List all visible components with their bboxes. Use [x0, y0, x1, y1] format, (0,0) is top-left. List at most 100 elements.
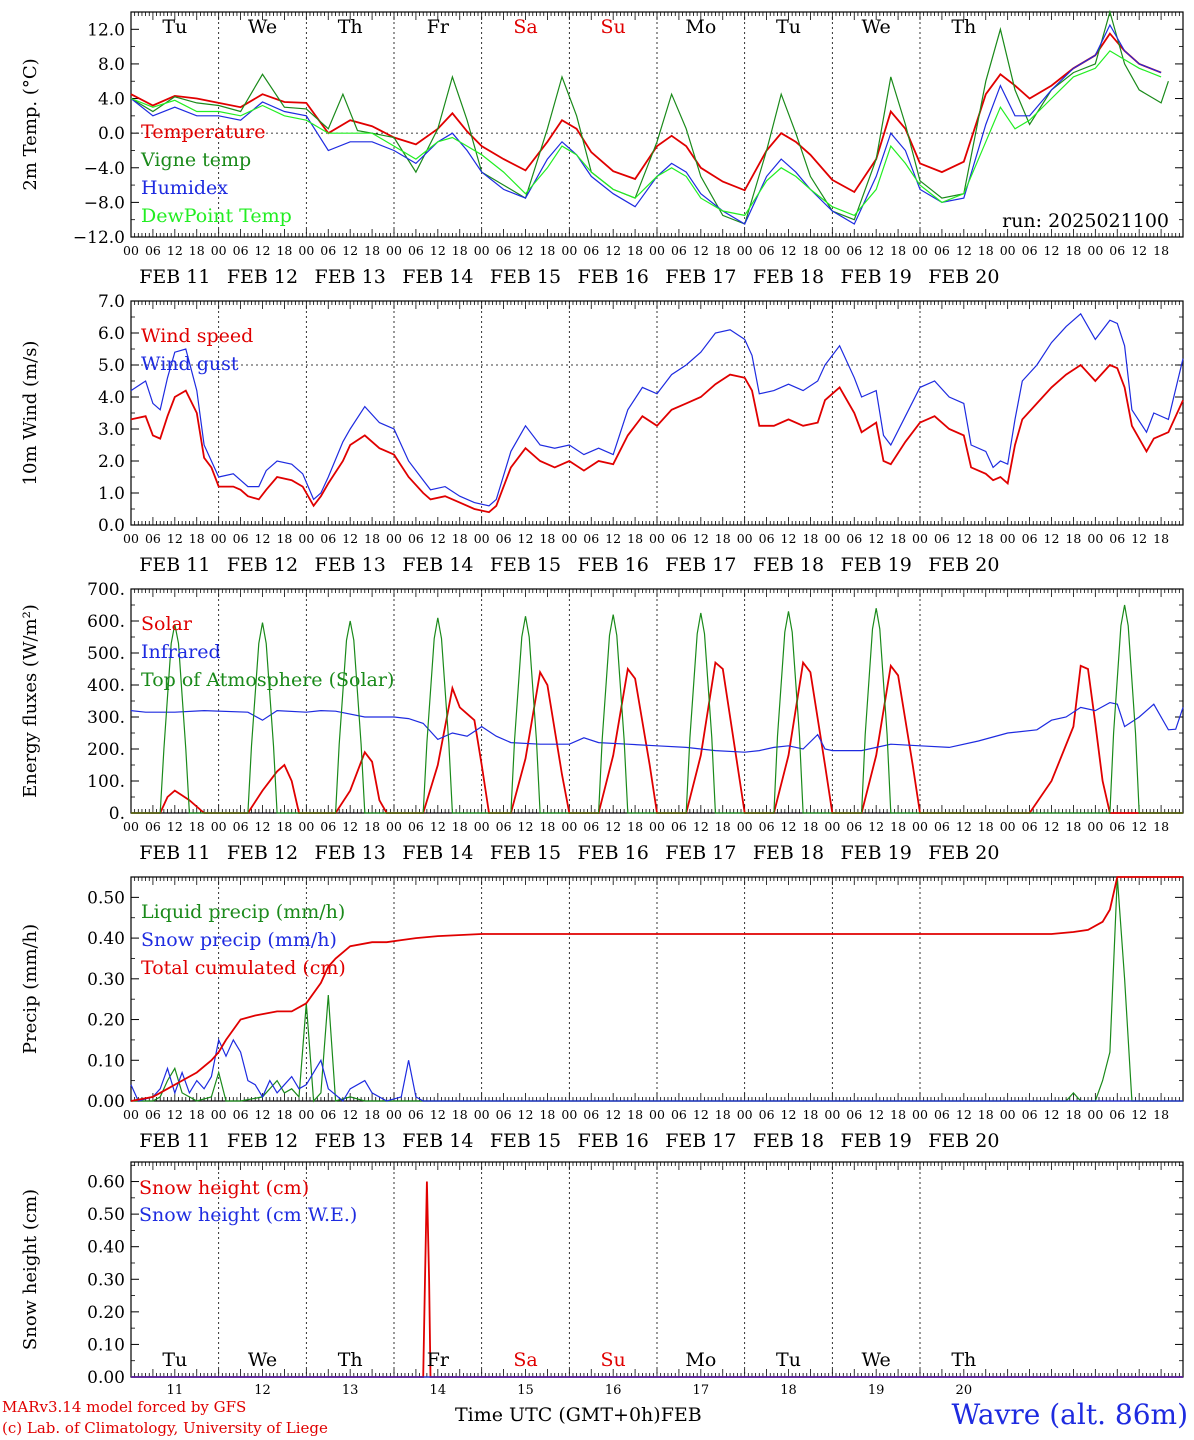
- weekday-label: Su: [601, 16, 626, 38]
- x-hour-label: 12: [167, 243, 183, 258]
- lab-credit: (c) Lab. of Climatology, University of L…: [2, 1419, 328, 1437]
- x-hour-label: 18: [1065, 243, 1081, 258]
- x-hour-label: 18: [539, 243, 555, 258]
- weekday-label: Tu: [162, 1349, 187, 1371]
- x-hour-label: 18: [1065, 819, 1081, 834]
- weekday-label: Tu: [162, 16, 187, 38]
- y-tick-label: 2.0: [98, 452, 125, 472]
- x-hour-label: 12: [167, 1107, 183, 1122]
- x-hour-label: 06: [934, 819, 950, 834]
- x-hour-label: 12: [781, 819, 797, 834]
- y-axis-label: Snow height (cm): [20, 1189, 41, 1350]
- y-tick-label: 0.00: [87, 1368, 125, 1388]
- x-hour-label: 00: [561, 243, 577, 258]
- x-hour-label: 00: [824, 819, 840, 834]
- x-hour-label: 06: [671, 1107, 687, 1122]
- x-hour-label: 06: [759, 1107, 775, 1122]
- x-hour-label: 12: [693, 1107, 709, 1122]
- x-hour-label: 06: [320, 531, 336, 546]
- series-line: [131, 604, 1183, 814]
- legend-entry: Top of Atmosphere (Solar): [141, 669, 394, 691]
- x-date-label: FEB 11: [139, 842, 210, 864]
- x-hour-label: 00: [912, 531, 928, 546]
- x-hour-label: 12: [956, 243, 972, 258]
- legend-entry: Humidex: [141, 177, 228, 199]
- x-hour-label: 12: [956, 531, 972, 546]
- y-axis-label: Energy fluxes (W/m²): [20, 604, 41, 798]
- x-hour-label: 18: [539, 1107, 555, 1122]
- x-hour-label: 06: [496, 1107, 512, 1122]
- legend-entry: Snow precip (mm/h): [141, 929, 337, 951]
- x-hour-label: 12: [255, 819, 271, 834]
- x-hour-label: 18: [715, 243, 731, 258]
- weekday-label: Th: [338, 16, 363, 38]
- x-hour-label: 12: [868, 819, 884, 834]
- x-date-label: FEB 17: [665, 266, 736, 288]
- x-hour-label: 06: [1022, 1107, 1038, 1122]
- x-hour-label: 00: [123, 1107, 139, 1122]
- x-hour-label: 06: [846, 243, 862, 258]
- x-hour-label: 12: [605, 531, 621, 546]
- x-hour-label: 00: [1087, 243, 1103, 258]
- x-date-label: FEB 14: [402, 842, 473, 864]
- y-tick-label: 1.0: [98, 484, 125, 504]
- x-hour-label: 00: [912, 243, 928, 258]
- x-hour-label: 06: [233, 1107, 249, 1122]
- x-date-label: FEB 14: [402, 1130, 473, 1152]
- y-tick-label: 0.50: [87, 1205, 125, 1225]
- x-hour-label: 12: [430, 819, 446, 834]
- x-hour-label: 00: [737, 243, 753, 258]
- weekday-label: Tu: [776, 1349, 801, 1371]
- x-hour-label: 18: [890, 1107, 906, 1122]
- x-date-label: FEB 17: [665, 1130, 736, 1152]
- x-hour-label: 00: [737, 819, 753, 834]
- x-hour-label: 06: [1022, 531, 1038, 546]
- x-hour-label: 18: [715, 1107, 731, 1122]
- day-number-label: 13: [342, 1383, 359, 1396]
- y-tick-label: −8.0: [84, 193, 125, 213]
- x-hour-label: 18: [189, 243, 205, 258]
- x-hour-label: 18: [978, 531, 994, 546]
- x-hour-label: 12: [518, 243, 534, 258]
- x-hour-label: 18: [364, 819, 380, 834]
- x-hour-label: 18: [452, 819, 468, 834]
- x-date-label: FEB 17: [665, 842, 736, 864]
- x-hour-label: 18: [1153, 819, 1169, 834]
- model-credit: MARv3.14 model forced by GFS: [2, 1398, 247, 1416]
- x-hour-label: 12: [1131, 819, 1147, 834]
- x-hour-label: 00: [1000, 531, 1016, 546]
- x-hour-label: 12: [1131, 531, 1147, 546]
- x-hour-label: 06: [671, 243, 687, 258]
- y-tick-label: −12.0: [73, 228, 125, 248]
- x-date-label: FEB 18: [753, 1130, 824, 1152]
- x-hour-label: 00: [211, 819, 227, 834]
- weekday-label: Th: [338, 1349, 363, 1371]
- x-hour-label: 18: [539, 531, 555, 546]
- y-tick-label: 0.40: [87, 1238, 125, 1258]
- x-hour-label: 12: [693, 531, 709, 546]
- x-hour-label: 00: [824, 531, 840, 546]
- weekday-label: We: [248, 1349, 277, 1371]
- x-date-label: FEB 19: [841, 266, 912, 288]
- x-hour-label: 12: [693, 243, 709, 258]
- x-date-label: FEB 18: [753, 554, 824, 576]
- x-hour-label: 18: [452, 243, 468, 258]
- x-hour-label: 06: [496, 243, 512, 258]
- x-hour-label: 18: [276, 819, 292, 834]
- y-tick-label: 400.: [87, 676, 125, 696]
- x-hour-label: 06: [233, 243, 249, 258]
- y-tick-label: −4.0: [84, 159, 125, 179]
- y-tick-label: 0.0: [98, 516, 125, 536]
- x-hour-label: 00: [561, 819, 577, 834]
- x-hour-label: 12: [956, 819, 972, 834]
- x-date-label: FEB 19: [841, 554, 912, 576]
- x-hour-label: 00: [211, 243, 227, 258]
- legend-entry: Snow height (cm W.E.): [139, 1204, 357, 1226]
- x-hour-label: 06: [1109, 243, 1125, 258]
- day-number-label: 12: [254, 1383, 271, 1396]
- x-hour-label: 18: [627, 243, 643, 258]
- x-hour-label: 06: [934, 243, 950, 258]
- x-hour-label: 12: [518, 1107, 534, 1122]
- weekday-label: Fr: [427, 1349, 450, 1371]
- x-date-label: FEB 14: [402, 554, 473, 576]
